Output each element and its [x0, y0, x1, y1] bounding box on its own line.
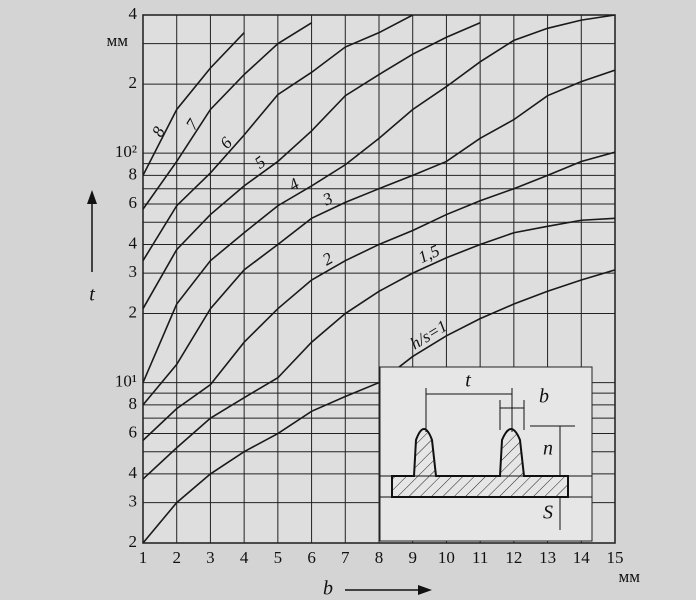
x-tick-label: 13: [539, 548, 556, 567]
x-tick-label: 7: [341, 548, 350, 567]
y-tick-label: 10²: [115, 142, 137, 161]
x-unit: мм: [618, 567, 640, 586]
y-arrow-head: [87, 190, 97, 204]
x-tick-label: 3: [206, 548, 215, 567]
inset-diagram: t b n S: [379, 366, 593, 542]
y-tick-label: 6: [129, 193, 138, 212]
y-tick-label: 4: [129, 463, 138, 482]
x-tick-label: 10: [438, 548, 455, 567]
x-tick-label: 12: [505, 548, 522, 567]
y-tick-label: 2: [129, 302, 138, 321]
y-axis-label: t: [89, 284, 95, 306]
curve: [143, 15, 414, 262]
y-tick-label: 2: [129, 73, 138, 92]
y-tick-label: 10¹: [115, 372, 137, 391]
x-tick-label: 15: [607, 548, 624, 567]
x-tick-label: 8: [375, 548, 384, 567]
curve: [143, 269, 615, 543]
inset-label: t: [465, 370, 471, 392]
y-tick-label: 8: [129, 394, 138, 413]
profile: [391, 428, 569, 498]
x-arrow-head: [418, 585, 432, 595]
x-tick-label: 9: [408, 548, 417, 567]
y-tick-label: 4: [129, 4, 138, 23]
curve: [143, 22, 481, 310]
x-tick-label: 1: [139, 548, 148, 567]
inset-label: S: [543, 502, 553, 524]
x-tick-label: 14: [573, 548, 591, 567]
x-axis-label: b: [323, 578, 333, 600]
y-tick-label: 3: [129, 491, 138, 510]
y-tick-label: 8: [129, 164, 138, 183]
curve: [143, 151, 615, 441]
x-tick-label: 6: [307, 548, 316, 567]
inset-label: n: [543, 438, 553, 460]
inset-label: b: [539, 386, 549, 408]
y-tick-label: 2: [129, 532, 138, 551]
y-tick-label: 3: [129, 262, 138, 281]
x-tick-label: 5: [274, 548, 283, 567]
curve: [143, 15, 615, 383]
y-tick-label: 4: [129, 233, 138, 252]
curve: [143, 69, 615, 406]
curve: [143, 217, 615, 480]
y-unit: мм: [106, 31, 128, 50]
x-tick-label: 11: [472, 548, 488, 567]
y-tick-label: 6: [129, 422, 138, 441]
x-tick-label: 2: [172, 548, 181, 567]
curve: [143, 22, 312, 210]
x-tick-label: 4: [240, 548, 249, 567]
curve: [143, 32, 245, 176]
